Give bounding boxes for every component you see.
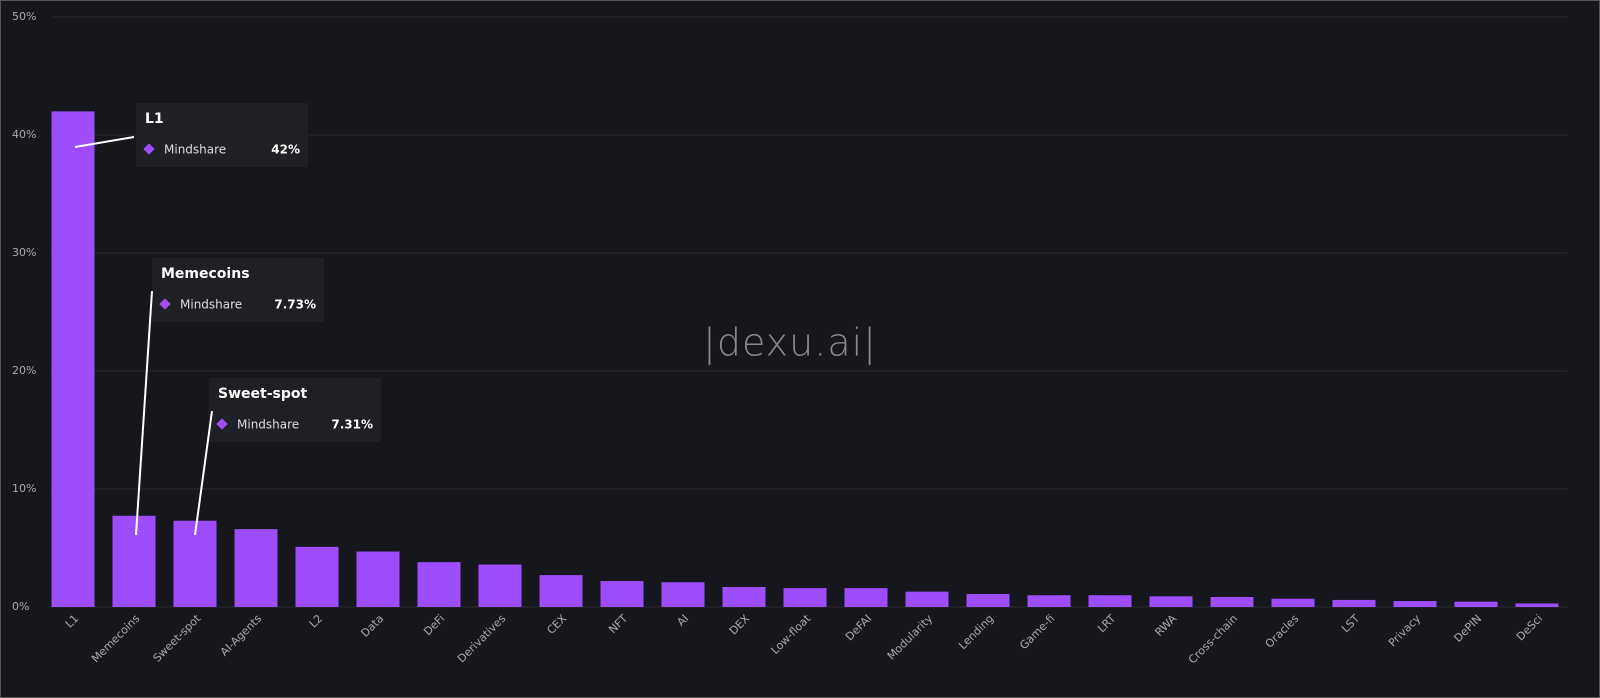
tooltip-series: Mindshare (237, 418, 299, 432)
tooltip-marker (159, 298, 171, 310)
leader-line (135, 290, 153, 536)
y-tick-label: 50% (12, 10, 36, 23)
bar (1454, 601, 1498, 607)
bar (600, 581, 644, 607)
bar (905, 591, 949, 607)
bar (1210, 596, 1254, 607)
bar (417, 562, 461, 607)
watermark: |dexu.ai| (703, 321, 877, 366)
bar (1027, 595, 1071, 607)
tooltip-marker (143, 143, 155, 155)
bar (234, 529, 278, 607)
tooltip-title: Memecoins (161, 266, 250, 282)
tooltip-series: Mindshare (164, 143, 226, 157)
bar (112, 515, 156, 607)
bar (661, 582, 705, 607)
tooltip-box (209, 378, 381, 442)
y-tick-label: 20% (12, 364, 36, 377)
bar (356, 551, 400, 607)
tooltip-series: Mindshare (180, 298, 242, 312)
leader-line (194, 410, 213, 536)
bar (1149, 596, 1193, 607)
bar (51, 111, 95, 608)
bar (966, 594, 1010, 607)
tooltip-value: 7.73% (274, 298, 316, 312)
tooltip: Sweet-spot Mindshare 7.31% (209, 378, 381, 442)
bar (478, 564, 522, 607)
tooltip-value: 7.31% (331, 418, 373, 432)
bar (1088, 595, 1132, 607)
y-tick-label: 10% (12, 482, 36, 495)
tooltip-box (136, 103, 308, 167)
bar (173, 520, 217, 607)
bar (783, 588, 827, 607)
bar (539, 575, 583, 607)
y-tick-label: 30% (12, 246, 36, 259)
tooltip-title: L1 (145, 111, 164, 127)
bar (1271, 598, 1315, 607)
tooltip-title: Sweet-spot (218, 386, 307, 402)
bar (1515, 603, 1559, 607)
y-tick-label: 40% (12, 128, 36, 141)
tooltip: L1 Mindshare 42% (136, 103, 308, 167)
tooltip-box (152, 258, 324, 322)
tooltip: Memecoins Mindshare 7.73% (152, 258, 324, 322)
leader-line (74, 136, 135, 148)
bar (844, 588, 888, 607)
bar (1332, 599, 1376, 607)
tooltip-marker (216, 418, 228, 430)
bar (295, 546, 339, 607)
tooltip-value: 42% (271, 143, 300, 157)
bar (722, 586, 766, 607)
bar (1393, 601, 1437, 607)
y-tick-label: 0% (12, 600, 29, 613)
